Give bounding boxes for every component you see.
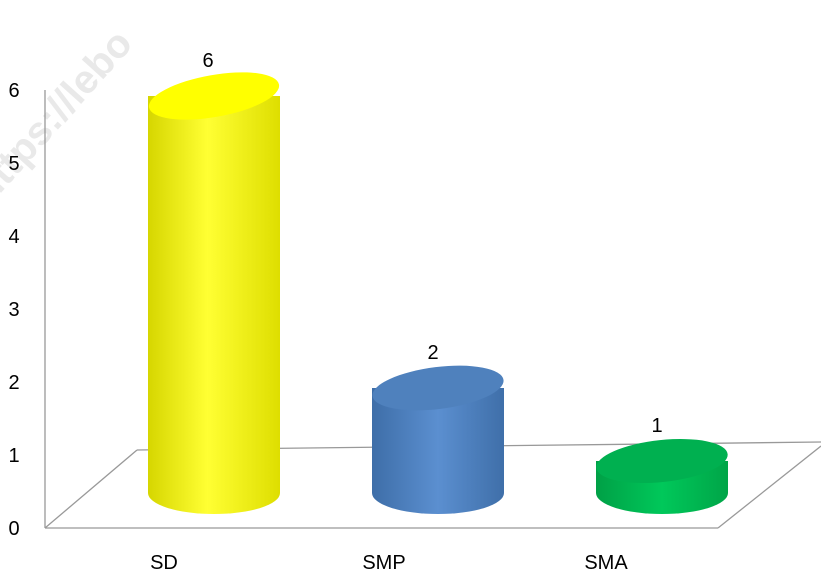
y-tick-label: 0 [8,518,19,540]
y-axis-ticks: 0 1 2 3 4 5 6 [8,80,19,540]
y-tick-label: 3 [8,299,19,321]
data-label: 6 [202,50,213,72]
left-floor-edge [44,449,138,529]
bars [148,72,728,514]
y-tick-label: 5 [8,153,19,175]
y-tick-label: 4 [8,226,19,248]
data-label: 2 [427,342,438,364]
x-tick-label: SMA [584,552,628,573]
bar-top [372,365,504,411]
bar [148,72,280,514]
bar-top [148,72,280,120]
bar-body [372,388,504,514]
bar-top [596,439,728,483]
data-label: 1 [651,415,662,437]
y-tick-label: 1 [8,445,19,467]
category-labels: SD SMP SMA [150,552,628,573]
bar-body [148,96,280,514]
bar [596,439,728,514]
y-tick-label: 2 [8,372,19,394]
x-tick-label: SMP [362,552,405,573]
right-floor-edge [717,445,821,529]
watermark: https://lebo [0,21,141,211]
x-tick-label: SD [150,552,178,573]
bar [372,365,504,514]
data-labels: 6 2 1 [202,50,662,437]
y-tick-label: 6 [8,80,19,102]
